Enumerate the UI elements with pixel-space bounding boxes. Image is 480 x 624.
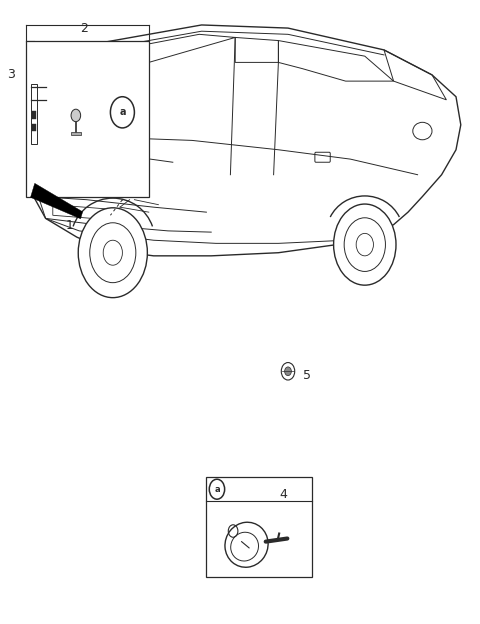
Text: 5: 5 — [303, 369, 311, 382]
Text: 3: 3 — [7, 69, 14, 81]
Circle shape — [110, 97, 134, 128]
Bar — [32, 124, 36, 131]
Bar — [26, 41, 149, 197]
Bar — [32, 111, 36, 119]
FancyArrowPatch shape — [241, 542, 249, 548]
Circle shape — [71, 109, 81, 122]
Text: 1: 1 — [66, 220, 73, 232]
Text: a: a — [214, 485, 220, 494]
Circle shape — [334, 204, 396, 285]
Text: 2: 2 — [80, 22, 88, 34]
Circle shape — [209, 479, 225, 499]
Text: 4: 4 — [279, 488, 287, 500]
Circle shape — [78, 208, 147, 298]
Polygon shape — [31, 183, 83, 219]
Circle shape — [285, 367, 291, 376]
Bar — [31, 84, 37, 144]
Bar — [206, 477, 312, 577]
Text: a: a — [119, 107, 126, 117]
Circle shape — [281, 363, 295, 380]
Bar — [71, 132, 81, 135]
